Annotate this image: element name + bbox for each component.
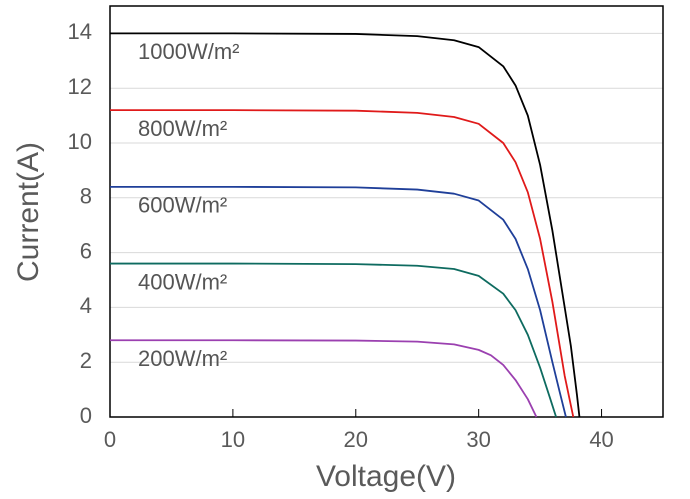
iv-curve — [110, 32, 581, 418]
y-tick-label: 12 — [68, 74, 92, 99]
x-tick-label: 0 — [104, 427, 116, 452]
y-tick-label: 14 — [68, 19, 92, 44]
curve-label: 1000W/m² — [138, 39, 239, 64]
x-tick-label: 40 — [589, 427, 613, 452]
iv-curve — [110, 262, 557, 418]
x-tick-label: 10 — [221, 427, 245, 452]
iv-curve — [110, 109, 575, 418]
curve-label: 600W/m² — [138, 193, 227, 218]
curve-label: 800W/m² — [138, 116, 227, 141]
y-tick-label: 6 — [80, 238, 92, 263]
x-tick-label: 20 — [344, 427, 368, 452]
y-axis-title: Current(A) — [12, 142, 45, 282]
y-tick-label: 2 — [80, 348, 92, 373]
y-tick-label: 8 — [80, 184, 92, 209]
curve-label: 200W/m² — [138, 346, 227, 371]
x-axis-title: Voltage(V) — [316, 460, 456, 493]
plot-frame — [109, 5, 664, 418]
iv-curve — [110, 185, 567, 418]
y-tick-label: 4 — [80, 293, 92, 318]
y-tick-label: 0 — [80, 403, 92, 428]
y-tick-label: 10 — [68, 129, 92, 154]
curve-label: 400W/m² — [138, 269, 227, 294]
x-tick-label: 30 — [466, 427, 490, 452]
iv-curve — [110, 339, 538, 418]
